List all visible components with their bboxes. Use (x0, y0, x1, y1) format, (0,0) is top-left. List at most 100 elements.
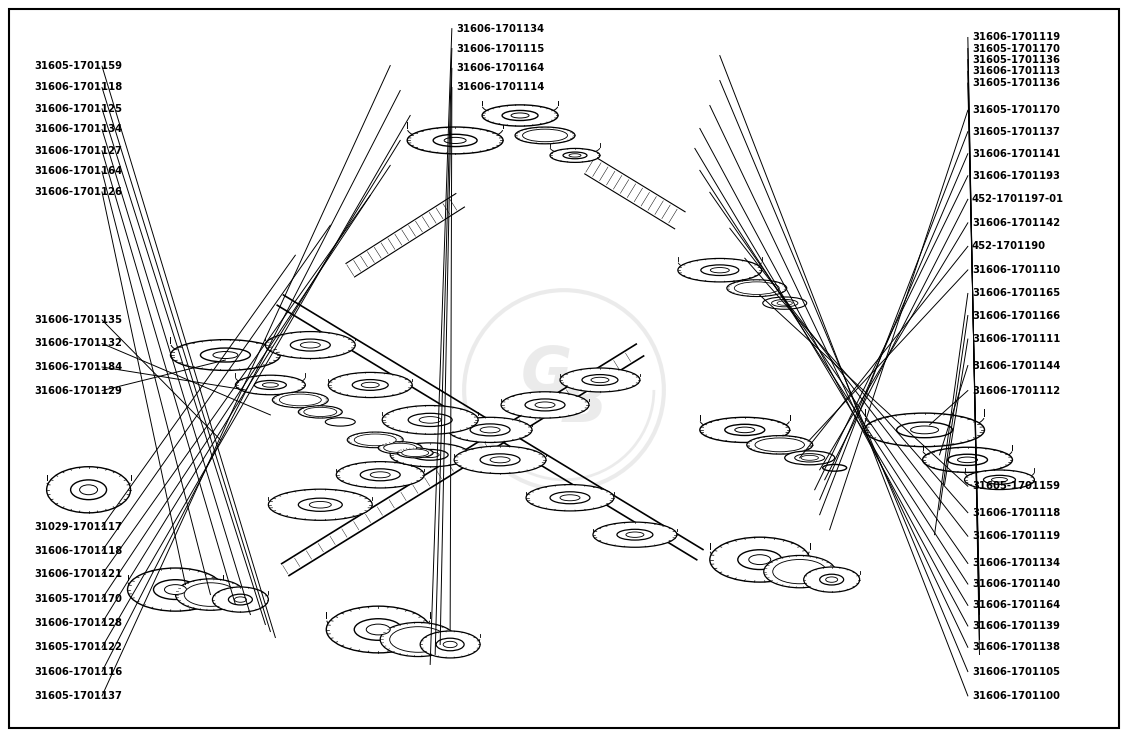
Ellipse shape (515, 127, 575, 144)
Ellipse shape (309, 501, 332, 508)
Ellipse shape (326, 606, 430, 653)
Ellipse shape (482, 105, 558, 126)
Ellipse shape (336, 461, 424, 488)
Text: 31606-1701193: 31606-1701193 (972, 171, 1059, 181)
Ellipse shape (380, 623, 456, 657)
Text: 31605-1701170: 31605-1701170 (972, 43, 1059, 54)
Ellipse shape (490, 457, 510, 463)
Ellipse shape (749, 555, 770, 565)
Text: 31606-1701165: 31606-1701165 (972, 288, 1060, 298)
Ellipse shape (127, 568, 223, 611)
Ellipse shape (354, 619, 403, 640)
Ellipse shape (502, 111, 538, 121)
Ellipse shape (420, 416, 441, 423)
Ellipse shape (361, 383, 379, 388)
Ellipse shape (390, 443, 470, 467)
Text: 31606-1701114: 31606-1701114 (456, 83, 544, 93)
Ellipse shape (804, 567, 860, 592)
Text: 31606-1701105: 31606-1701105 (972, 666, 1060, 677)
Text: 31605-1701137: 31605-1701137 (972, 127, 1059, 136)
Ellipse shape (826, 577, 838, 582)
Ellipse shape (569, 154, 581, 157)
Ellipse shape (958, 457, 978, 463)
Ellipse shape (910, 426, 938, 434)
Ellipse shape (236, 375, 306, 395)
Text: 31605-1701137: 31605-1701137 (35, 691, 122, 701)
Text: 31606-1701119: 31606-1701119 (972, 32, 1060, 43)
Text: 31606-1701127: 31606-1701127 (35, 146, 122, 156)
Text: 31606-1701116: 31606-1701116 (35, 666, 123, 677)
Ellipse shape (522, 129, 567, 142)
Text: 31606-1701134: 31606-1701134 (35, 125, 123, 134)
Ellipse shape (984, 475, 1015, 484)
Ellipse shape (764, 556, 836, 588)
Text: 31605-1701122: 31605-1701122 (35, 643, 122, 652)
Ellipse shape (420, 631, 481, 658)
Ellipse shape (700, 265, 739, 276)
Ellipse shape (511, 113, 529, 118)
Text: 31606-1701164: 31606-1701164 (972, 601, 1060, 610)
Ellipse shape (176, 579, 246, 610)
Ellipse shape (897, 422, 952, 438)
Text: 31606-1701134: 31606-1701134 (972, 559, 1060, 568)
Ellipse shape (444, 137, 466, 144)
Ellipse shape (772, 299, 797, 307)
Ellipse shape (280, 394, 321, 406)
Ellipse shape (298, 498, 342, 511)
Text: B: B (561, 375, 608, 435)
Ellipse shape (773, 559, 827, 584)
Text: 31606-1701138: 31606-1701138 (972, 643, 1060, 652)
Ellipse shape (626, 532, 644, 537)
Ellipse shape (711, 268, 730, 273)
Ellipse shape (747, 436, 812, 454)
Ellipse shape (153, 580, 197, 599)
Ellipse shape (402, 449, 429, 457)
Text: 31606-1701118: 31606-1701118 (35, 83, 123, 93)
Ellipse shape (300, 342, 320, 348)
Text: 452-1701197-01: 452-1701197-01 (972, 195, 1064, 204)
Ellipse shape (290, 339, 331, 351)
Ellipse shape (408, 413, 452, 427)
Ellipse shape (443, 641, 457, 648)
Ellipse shape (964, 470, 1034, 489)
Ellipse shape (421, 452, 439, 458)
Text: 31606-1701100: 31606-1701100 (972, 691, 1059, 701)
Ellipse shape (235, 597, 246, 602)
Text: 31606-1701119: 31606-1701119 (972, 531, 1060, 541)
Text: 31606-1701142: 31606-1701142 (972, 218, 1060, 228)
Text: 31029-1701117: 31029-1701117 (35, 522, 122, 531)
Ellipse shape (734, 282, 779, 295)
Text: 31606-1701164: 31606-1701164 (456, 63, 544, 74)
Ellipse shape (481, 454, 520, 466)
Ellipse shape (46, 467, 131, 513)
Ellipse shape (213, 352, 238, 358)
Text: 31606-1701118: 31606-1701118 (972, 508, 1060, 517)
Text: 31606-1701118: 31606-1701118 (35, 546, 123, 556)
Ellipse shape (228, 594, 253, 605)
Text: 31605-1701136: 31605-1701136 (972, 78, 1060, 88)
Text: 31605-1701159: 31605-1701159 (972, 481, 1060, 491)
Ellipse shape (448, 417, 532, 442)
Ellipse shape (265, 332, 355, 358)
Ellipse shape (352, 380, 388, 391)
Ellipse shape (255, 380, 287, 389)
Ellipse shape (201, 348, 250, 362)
Ellipse shape (407, 127, 503, 154)
Text: 31606-1701128: 31606-1701128 (35, 618, 123, 628)
Ellipse shape (389, 626, 447, 652)
Text: G: G (520, 345, 572, 405)
Ellipse shape (563, 152, 587, 158)
Ellipse shape (550, 492, 590, 504)
Ellipse shape (370, 472, 390, 478)
Ellipse shape (268, 489, 372, 520)
Ellipse shape (433, 134, 477, 147)
Ellipse shape (382, 405, 478, 434)
Ellipse shape (384, 443, 416, 453)
Text: 31606-1701164: 31606-1701164 (35, 167, 123, 176)
Ellipse shape (948, 454, 987, 466)
Ellipse shape (795, 454, 825, 462)
Ellipse shape (263, 383, 279, 387)
Ellipse shape (481, 427, 500, 433)
Ellipse shape (820, 574, 844, 585)
Ellipse shape (801, 455, 819, 461)
